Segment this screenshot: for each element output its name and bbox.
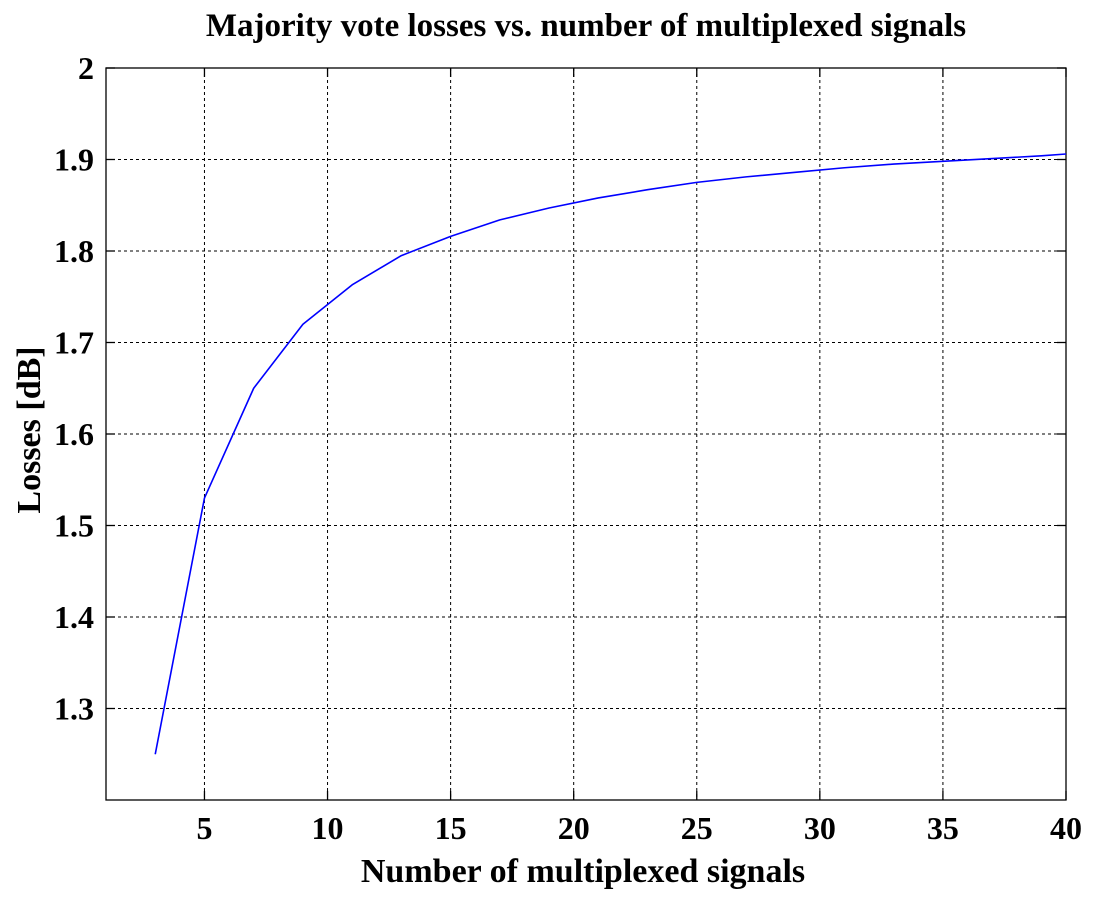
x-axis-label: Number of multiplexed signals xyxy=(361,853,805,890)
x-tick-label: 35 xyxy=(927,810,959,846)
x-tick-label: 40 xyxy=(1050,810,1082,846)
y-axis-label: Losses [dB] xyxy=(11,346,48,513)
series-line xyxy=(154,153,1067,755)
y-tick-label: 1.6 xyxy=(54,416,94,452)
y-tick-label: 1.3 xyxy=(54,691,94,727)
y-tick-label: 1.8 xyxy=(54,233,94,269)
y-tick-label: 2 xyxy=(78,50,94,86)
y-tick-label: 1.9 xyxy=(54,142,94,178)
y-tick-labels: 1.3 1.4 1.5 1.6 1.7 1.8 1.9 2 xyxy=(54,50,94,727)
x-tick-label: 20 xyxy=(558,810,590,846)
x-tick-label: 30 xyxy=(804,810,836,846)
x-tick-label: 5 xyxy=(196,810,212,846)
tick-marks xyxy=(106,67,1067,800)
y-tick-label: 1.7 xyxy=(54,325,94,361)
y-tick-label: 1.5 xyxy=(54,508,94,544)
x-tick-label: 10 xyxy=(312,810,344,846)
series-layer xyxy=(154,153,1067,755)
x-tick-label: 15 xyxy=(435,810,467,846)
y-tick-label: 1.4 xyxy=(54,599,94,635)
chart-title: Majority vote losses vs. number of multi… xyxy=(206,8,966,44)
x-tick-label: 25 xyxy=(681,810,713,846)
grid-lines xyxy=(106,68,1066,800)
x-tick-labels: 5 10 15 20 25 30 35 40 xyxy=(196,810,1082,846)
